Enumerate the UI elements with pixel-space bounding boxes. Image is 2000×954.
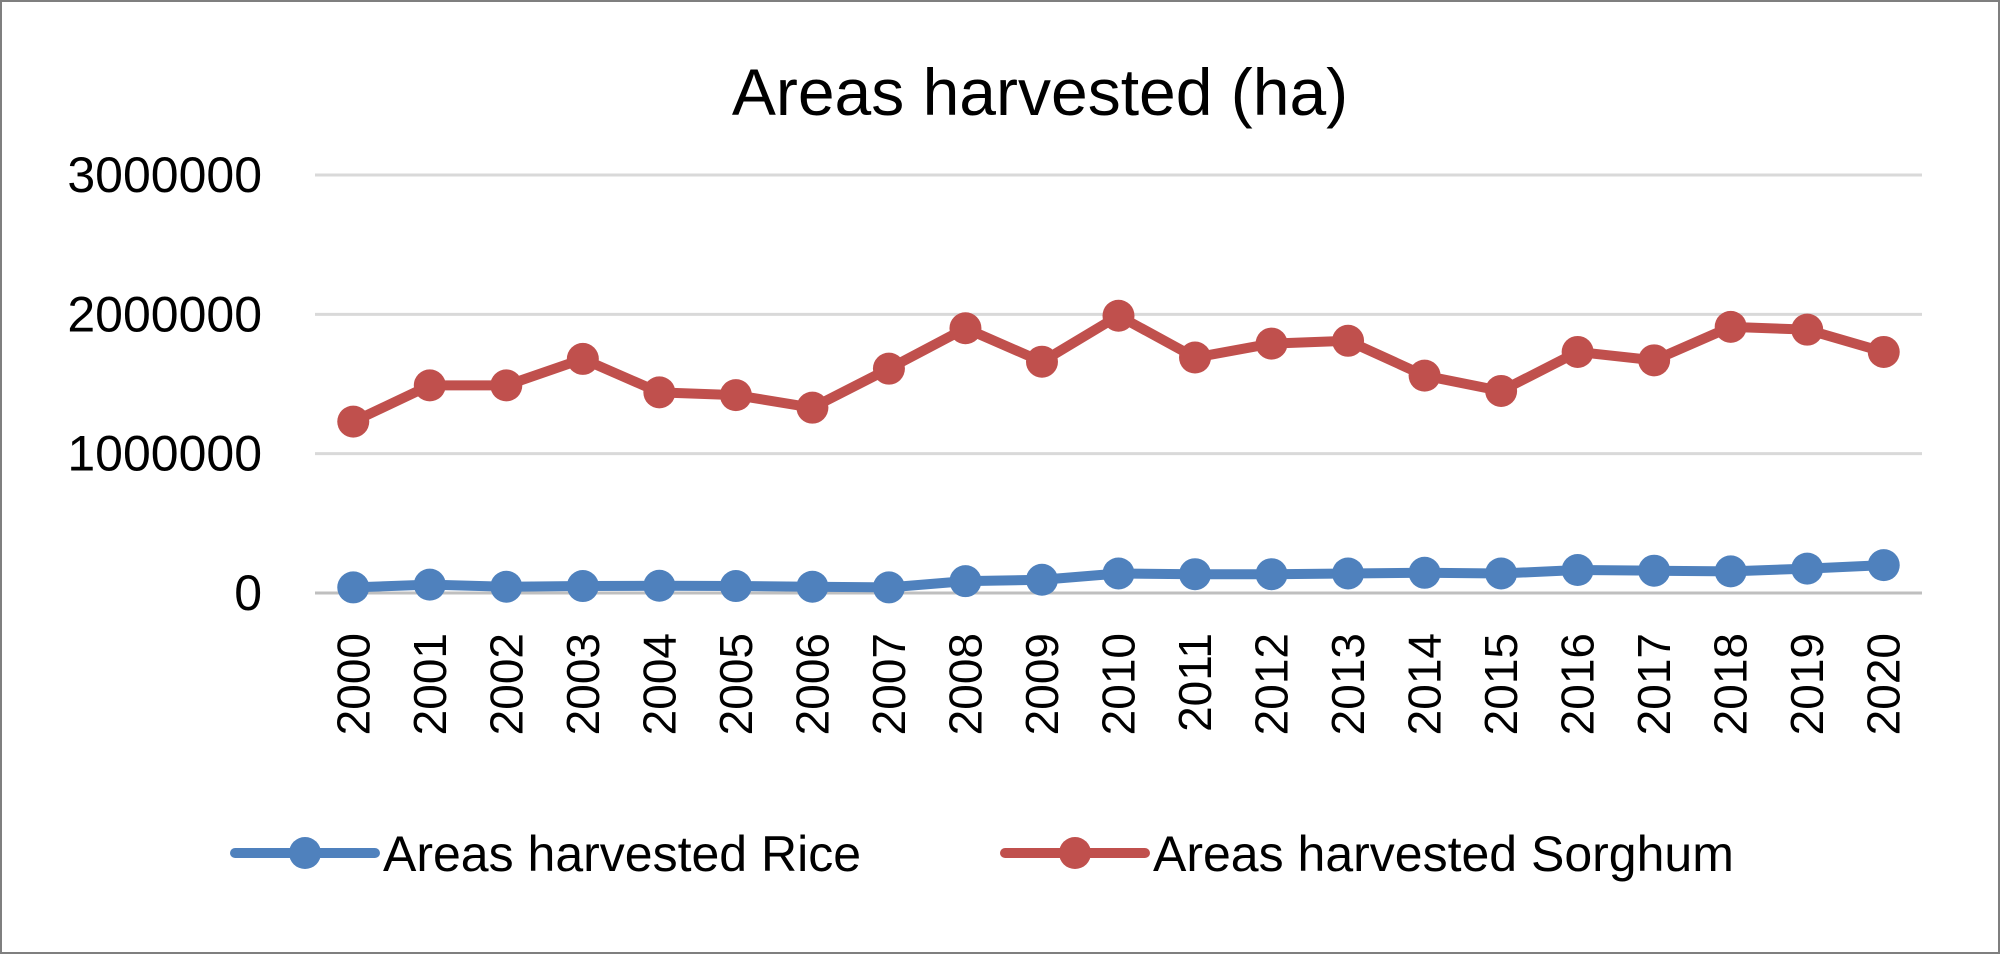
- legend-marker: [1059, 837, 1091, 869]
- y-tick-label: 3000000: [67, 147, 262, 203]
- y-axis-ticks: 0 1000000 2000000 3000000: [67, 147, 262, 621]
- data-point: [490, 369, 523, 402]
- data-point: [643, 569, 676, 602]
- data-point: [1179, 341, 1212, 374]
- data-point: [1638, 554, 1671, 587]
- data-point: [872, 571, 905, 604]
- data-point: [1561, 554, 1594, 587]
- data-point: [1561, 335, 1594, 368]
- data-point: [1714, 310, 1747, 343]
- y-tick-label: 1000000: [67, 426, 262, 482]
- x-axis-ticks: 2000 2001 2002 2003 2004 2005 2006 2007 2008 2009…: [327, 633, 1909, 735]
- data-point: [1255, 558, 1288, 591]
- data-point: [1102, 299, 1135, 332]
- data-point: [1408, 359, 1441, 392]
- data-point: [566, 570, 599, 603]
- legend-marker: [289, 837, 321, 869]
- data-point: [796, 570, 829, 603]
- data-point: [643, 376, 676, 409]
- x-tick-label: 2008: [939, 633, 991, 735]
- data-point: [1791, 552, 1824, 585]
- data-point: [1025, 563, 1058, 596]
- data-point: [1408, 556, 1441, 589]
- data-point: [949, 312, 982, 345]
- data-point: [872, 352, 905, 385]
- x-tick-label: 2002: [480, 633, 532, 735]
- y-tick-label: 0: [234, 565, 262, 621]
- x-tick-label: 2012: [1246, 633, 1298, 735]
- data-point: [1179, 558, 1212, 591]
- x-tick-label: 2000: [327, 633, 379, 735]
- data-point: [1638, 344, 1671, 377]
- x-tick-label: 2015: [1475, 633, 1527, 735]
- series-rice: [337, 549, 1900, 604]
- grid-lines: [315, 173, 1922, 595]
- x-tick-label: 2020: [1858, 633, 1910, 735]
- data-point: [1867, 549, 1900, 582]
- data-point: [413, 568, 446, 601]
- data-point: [1485, 374, 1518, 407]
- chart-title: Areas harvested (ha): [732, 55, 1348, 129]
- data-point: [1102, 557, 1135, 590]
- x-tick-label: 2016: [1552, 633, 1604, 735]
- data-point: [949, 565, 982, 598]
- x-tick-label: 2009: [1016, 633, 1068, 735]
- data-point: [1714, 555, 1747, 588]
- x-tick-label: 2004: [633, 633, 685, 735]
- data-point: [337, 405, 370, 438]
- series-layer: [337, 299, 1900, 604]
- data-point: [1255, 327, 1288, 360]
- data-point: [1791, 313, 1824, 346]
- legend-item: Areas harvested Rice: [230, 826, 861, 882]
- data-point: [796, 391, 829, 424]
- data-point: [1332, 557, 1365, 590]
- series-sorghum: [337, 299, 1900, 438]
- data-point: [1332, 324, 1365, 357]
- x-tick-label: 2018: [1705, 633, 1757, 735]
- data-point: [490, 570, 523, 603]
- data-point: [719, 379, 752, 412]
- legend: Areas harvested Rice Areas harvested Sorg…: [230, 826, 1734, 882]
- data-point: [413, 369, 446, 402]
- data-point: [337, 571, 370, 604]
- data-point: [1867, 335, 1900, 368]
- x-tick-label: 2019: [1781, 633, 1833, 735]
- legend-label: Areas harvested Rice: [383, 826, 861, 882]
- legend-label: Areas harvested Sorghum: [1153, 826, 1734, 882]
- x-tick-label: 2003: [557, 633, 609, 735]
- x-tick-label: 2006: [786, 633, 838, 735]
- legend-item: Areas harvested Sorghum: [1000, 826, 1734, 882]
- data-point: [719, 570, 752, 603]
- x-tick-label: 2010: [1093, 633, 1145, 735]
- x-tick-label: 2001: [404, 633, 456, 735]
- data-point: [1485, 557, 1518, 590]
- x-tick-label: 2014: [1399, 633, 1451, 735]
- x-tick-label: 2013: [1322, 633, 1374, 735]
- x-tick-label: 2017: [1628, 633, 1680, 735]
- x-tick-label: 2005: [710, 633, 762, 735]
- x-tick-label: 2011: [1169, 633, 1221, 732]
- data-point: [1025, 345, 1058, 378]
- data-point: [566, 342, 599, 375]
- x-tick-label: 2007: [863, 633, 915, 735]
- y-tick-label: 2000000: [67, 286, 262, 342]
